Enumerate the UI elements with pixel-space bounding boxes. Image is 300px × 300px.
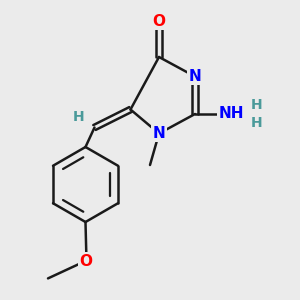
Text: N: N	[153, 126, 165, 141]
Text: O: O	[152, 14, 166, 28]
Text: H: H	[251, 116, 262, 130]
Text: N: N	[189, 69, 201, 84]
Text: H: H	[251, 98, 262, 112]
Text: H: H	[73, 110, 85, 124]
Text: O: O	[79, 254, 92, 268]
Text: NH: NH	[218, 106, 244, 122]
